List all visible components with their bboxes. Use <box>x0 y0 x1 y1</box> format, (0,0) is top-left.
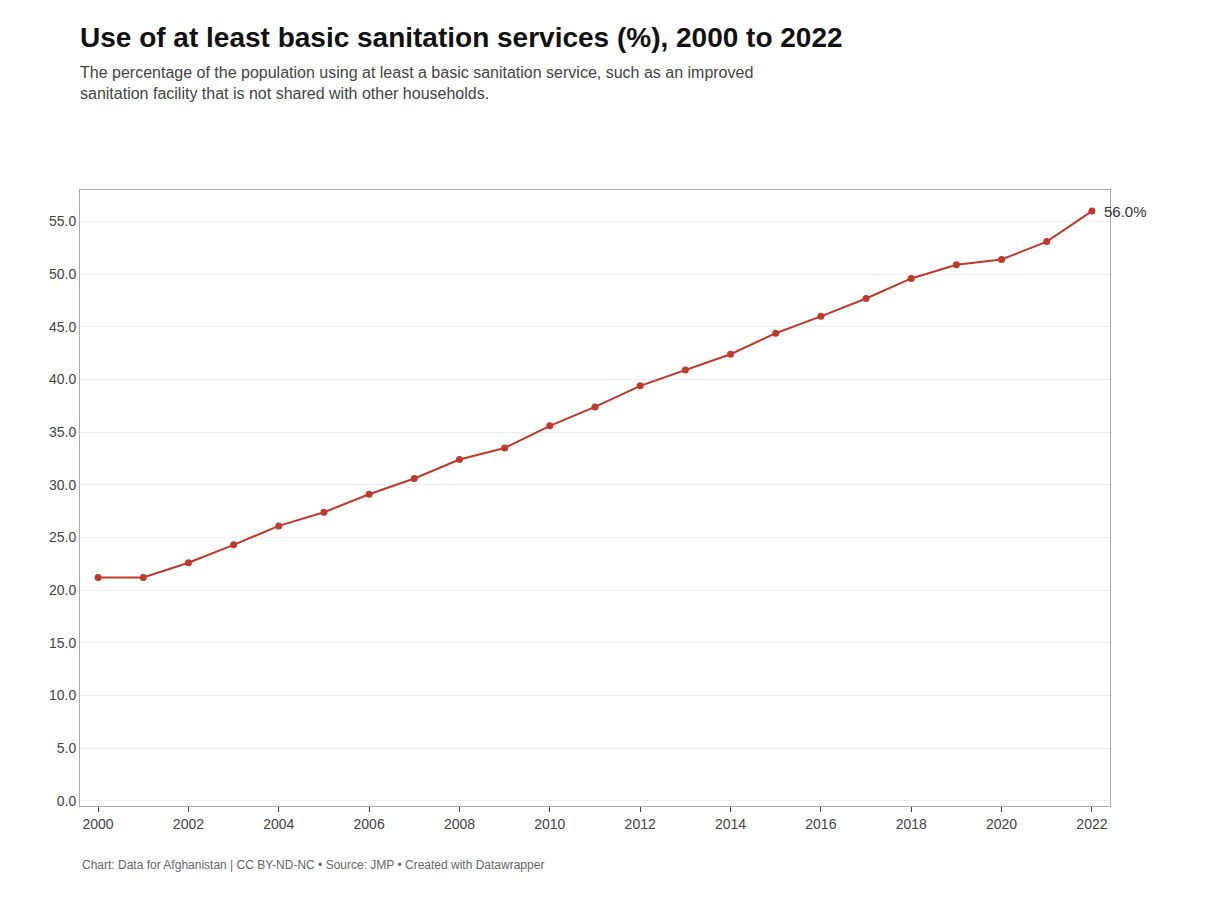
svg-text:40.0: 40.0 <box>49 371 76 387</box>
svg-text:55.0: 55.0 <box>49 213 76 229</box>
svg-text:15.0: 15.0 <box>49 635 76 651</box>
svg-text:2018: 2018 <box>896 816 927 832</box>
svg-text:2000: 2000 <box>82 816 113 832</box>
svg-text:2008: 2008 <box>444 816 475 832</box>
svg-text:2014: 2014 <box>715 816 746 832</box>
svg-text:2020: 2020 <box>986 816 1017 832</box>
svg-text:The percentage of the populati: The percentage of the population using a… <box>80 64 753 102</box>
svg-text:35.0: 35.0 <box>49 424 76 440</box>
svg-text:30.0: 30.0 <box>49 477 76 493</box>
svg-text:20.0: 20.0 <box>49 582 76 598</box>
svg-text:10.0: 10.0 <box>49 687 76 703</box>
svg-text:56.0%: 56.0% <box>1104 203 1147 220</box>
svg-text:50.0: 50.0 <box>49 266 76 282</box>
svg-text:25.0: 25.0 <box>49 529 76 545</box>
svg-text:Use of at least basic sanitati: Use of at least basic sanitation service… <box>80 22 843 53</box>
svg-text:45.0: 45.0 <box>49 319 76 335</box>
svg-text:2016: 2016 <box>805 816 836 832</box>
svg-text:2010: 2010 <box>534 816 565 832</box>
svg-text:2006: 2006 <box>354 816 385 832</box>
svg-text:2012: 2012 <box>625 816 656 832</box>
svg-text:0.0: 0.0 <box>57 793 77 809</box>
svg-text:2004: 2004 <box>263 816 294 832</box>
svg-text:2002: 2002 <box>173 816 204 832</box>
svg-text:5.0: 5.0 <box>57 740 77 756</box>
svg-text:Chart: Data for Afghanistan |: Chart: Data for Afghanistan | CC BY-ND-N… <box>82 858 544 872</box>
svg-text:2022: 2022 <box>1076 816 1107 832</box>
